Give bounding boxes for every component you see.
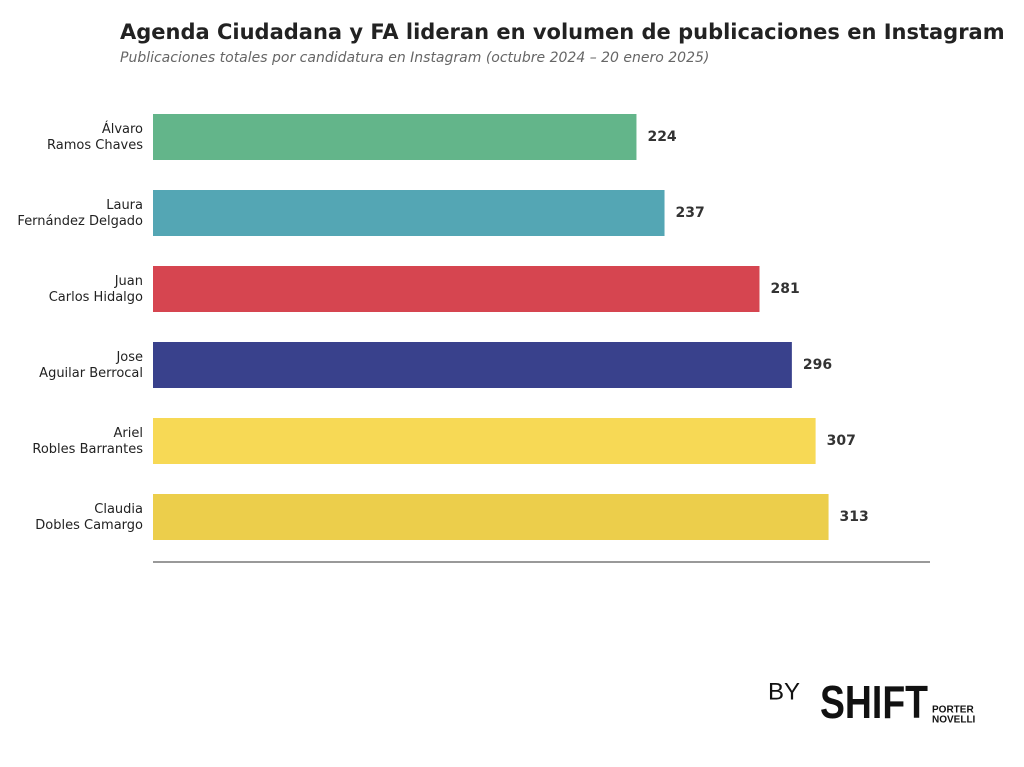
y-tick-label: Jose Aguilar Berrocal xyxy=(39,350,143,381)
y-tick-label: Laura Fernández Delgado xyxy=(17,198,143,229)
logo: BY SHIFT PORTER NOVELLI xyxy=(768,676,976,728)
chart-title: Agenda Ciudadana y FA lideran en volumen… xyxy=(120,20,1005,44)
bar xyxy=(153,114,637,160)
bar xyxy=(153,190,665,236)
value-label: 313 xyxy=(840,509,869,525)
logo-brand: SHIFT xyxy=(820,676,928,728)
bar xyxy=(153,418,816,464)
value-label: 224 xyxy=(647,129,676,145)
chart-subtitle: Publicaciones totales por candidatura en… xyxy=(120,50,709,66)
logo-sub: PORTER xyxy=(932,705,974,716)
y-tick-label: Álvaro Ramos Chaves xyxy=(47,121,143,153)
bar xyxy=(153,494,829,540)
logo-sub: NOVELLI xyxy=(932,715,976,726)
y-tick-label: Ariel Robles Barrantes xyxy=(32,426,143,457)
value-label: 237 xyxy=(676,205,705,221)
value-label: 281 xyxy=(770,281,799,297)
y-tick-label: Juan Carlos Hidalgo xyxy=(49,274,143,305)
bar xyxy=(153,342,792,388)
y-tick-label: Claudia Dobles Camargo xyxy=(35,502,143,533)
logo-by: BY xyxy=(768,678,800,705)
bar xyxy=(153,266,760,312)
value-label: 307 xyxy=(827,433,856,449)
value-label: 296 xyxy=(803,357,832,373)
